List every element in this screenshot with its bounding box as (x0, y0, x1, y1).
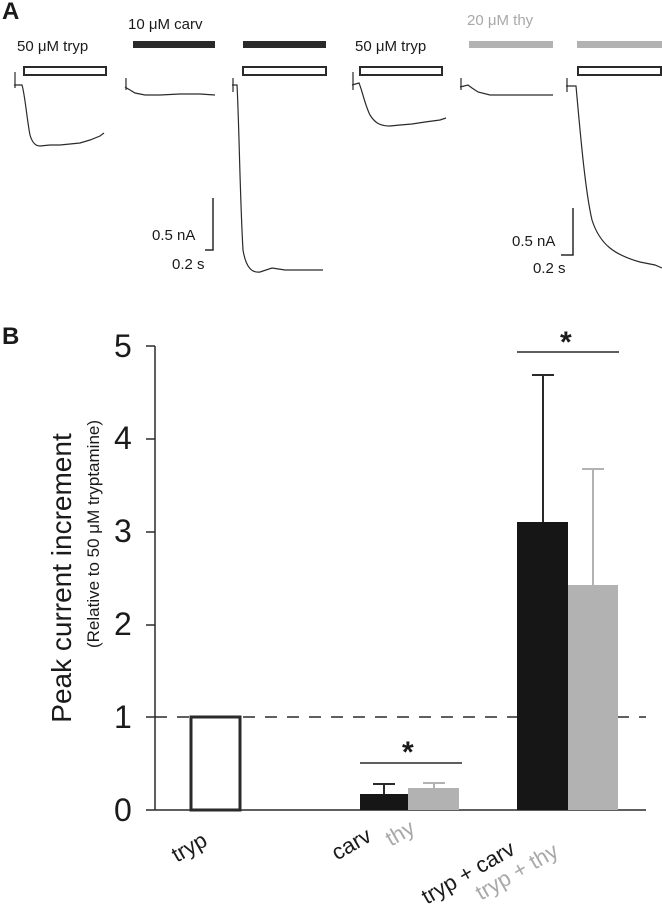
panel-b-label: B (2, 323, 20, 350)
y-tick-0: 0 (114, 792, 132, 828)
thy-application-bar (577, 41, 662, 48)
panel-a-label: A (2, 0, 20, 25)
y-tick-4: 4 (114, 420, 132, 456)
bar-thy (408, 788, 459, 810)
scalebar-2 (561, 208, 574, 256)
treatment-label-tryp-2: 50 μM tryp (355, 38, 427, 55)
bar-carv (360, 794, 408, 810)
y-tick-1: 1 (114, 699, 132, 735)
treatment-label-tryp-1: 50 μM tryp (17, 38, 89, 55)
scalebar-time-label-1: 0.2 s (172, 256, 205, 273)
bar-tryp-carv (517, 522, 568, 810)
tryp-application-bar (23, 66, 107, 76)
y-tick-3: 3 (114, 513, 132, 549)
treatment-label-carv: 10 μM carv (128, 16, 203, 33)
bar-tryp-thy (568, 585, 618, 810)
tryp-application-bar (577, 66, 662, 76)
bar-tryp (189, 715, 242, 812)
carv-application-bar (133, 41, 215, 48)
trace-carv (124, 78, 216, 96)
thy-application-bar (469, 41, 553, 48)
trace-tryp-1 (14, 72, 105, 147)
scalebar-current-label-1: 0.5 nA (152, 227, 196, 244)
y-tick-2: 2 (114, 606, 132, 642)
significance-star-2: * (560, 326, 572, 359)
carv-application-bar (243, 41, 326, 48)
scalebar-time-label-2: 0.2 s (533, 260, 566, 277)
tryp-application-bar (242, 66, 327, 76)
trace-tryp-carv (232, 78, 323, 273)
significance-star-1: * (402, 736, 414, 769)
current-traces (14, 72, 662, 273)
scalebar-1 (205, 198, 214, 251)
scalebar-current-label-2: 0.5 nA (512, 233, 556, 250)
trace-thy (459, 78, 553, 96)
trace-tryp-2 (351, 72, 447, 127)
trace-tryp-thy (566, 78, 662, 269)
tryp-application-bar (359, 66, 443, 76)
treatment-label-thy: 20 μM thy (467, 12, 534, 29)
y-tick-5: 5 (114, 328, 132, 364)
